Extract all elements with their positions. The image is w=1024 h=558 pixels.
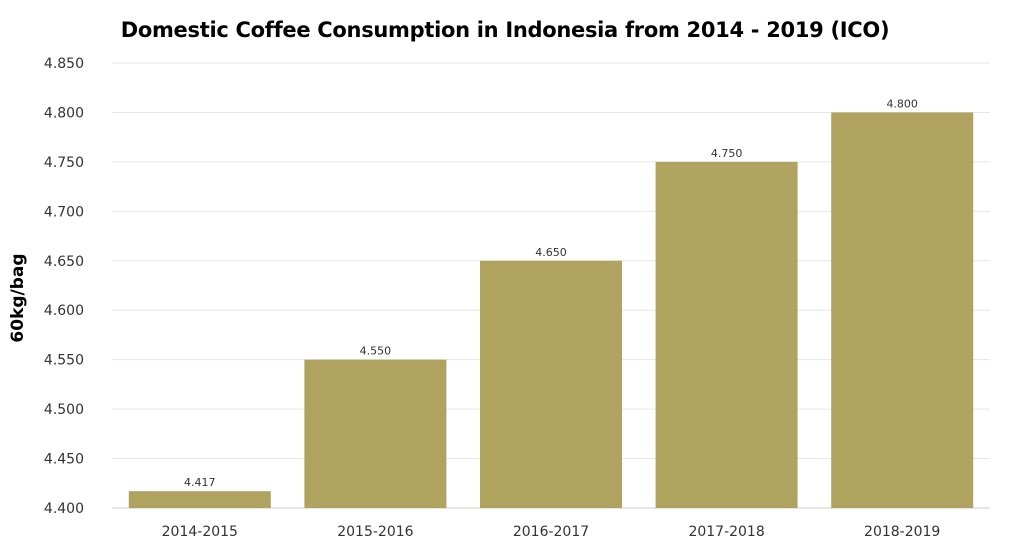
- x-tick-label: 2017-2018: [688, 524, 764, 540]
- y-tick-label: 4.850: [44, 56, 84, 72]
- bar: [304, 359, 447, 508]
- y-tick-label: 4.750: [44, 155, 84, 171]
- x-tick-label: 2016-2017: [513, 524, 589, 540]
- y-tick-label: 4.550: [44, 353, 84, 369]
- bar: [128, 491, 271, 508]
- data-label: 4.800: [886, 97, 918, 110]
- bar: [655, 161, 798, 508]
- chart-title: Domestic Coffee Consumption in Indonesia…: [120, 18, 890, 42]
- x-tick-label: 2014-2015: [162, 524, 238, 540]
- y-tick-label: 4.450: [44, 452, 84, 468]
- y-tick-label: 4.500: [44, 402, 84, 418]
- bar: [480, 260, 622, 508]
- data-label: 4.550: [360, 345, 392, 358]
- data-label: 4.750: [711, 147, 743, 160]
- y-tick-label: 4.400: [44, 501, 84, 517]
- x-tick-label: 2015-2016: [337, 524, 413, 540]
- bar: [831, 112, 974, 508]
- y-tick-label: 4.650: [44, 254, 84, 270]
- y-tick-label: 4.700: [44, 204, 84, 220]
- y-tick-label: 4.600: [44, 303, 84, 319]
- y-tick-label: 4.800: [44, 105, 84, 121]
- data-label: 4.417: [184, 476, 216, 489]
- data-label: 4.650: [535, 246, 567, 259]
- x-tick-label: 2018-2019: [864, 524, 940, 540]
